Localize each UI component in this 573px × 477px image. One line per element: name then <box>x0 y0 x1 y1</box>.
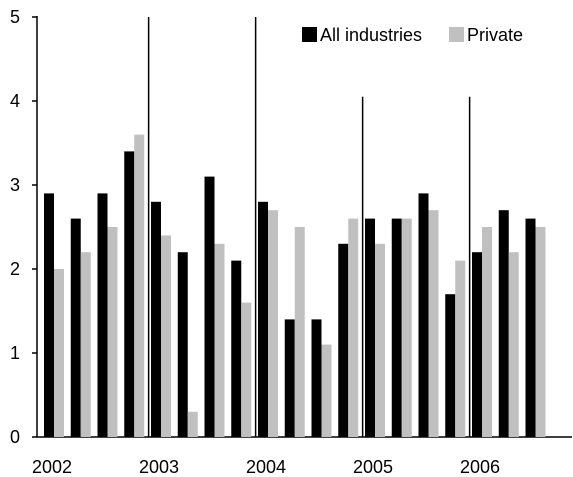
bar-private <box>161 235 171 437</box>
y-ticks: 0 1 2 3 4 5 <box>10 7 37 447</box>
bar-private <box>535 227 546 437</box>
bar-all-industries <box>231 260 242 437</box>
bar-all-industries <box>284 319 295 437</box>
bar-all-industries <box>204 176 215 437</box>
legend: All industries Private <box>302 25 523 45</box>
bar-private <box>241 302 252 437</box>
bar-all-industries <box>418 193 429 437</box>
bars <box>44 134 546 437</box>
legend-label-all-industries: All industries <box>320 25 422 45</box>
x-year-label: 2005 <box>353 457 393 477</box>
y-tick-label: 2 <box>10 259 20 279</box>
bar-private <box>107 227 118 437</box>
bar-private <box>80 252 91 437</box>
legend-label-private: Private <box>467 25 523 45</box>
bar-private <box>428 210 439 437</box>
bar-private <box>268 210 278 437</box>
bar-all-industries <box>498 210 509 437</box>
bar-all-industries <box>311 319 322 437</box>
x-year-label: 2006 <box>460 457 500 477</box>
x-year-label: 2004 <box>246 457 286 477</box>
bar-all-industries <box>445 294 456 437</box>
x-year-label: 2002 <box>32 457 72 477</box>
legend-swatch-private <box>449 27 464 42</box>
legend-swatch-all-industries <box>302 27 317 42</box>
y-tick-label: 4 <box>10 91 20 111</box>
bar-private <box>375 243 385 437</box>
bar-private <box>134 134 145 437</box>
y-tick-label: 1 <box>10 343 20 363</box>
bar-all-industries <box>97 193 108 437</box>
bar-all-industries <box>70 218 81 437</box>
bar-all-industries <box>365 218 375 437</box>
bar-private <box>482 227 492 437</box>
bar-private <box>455 260 466 437</box>
y-tick-label: 0 <box>10 427 20 447</box>
bar-private <box>348 218 359 437</box>
x-year-label: 2003 <box>139 457 179 477</box>
bar-all-industries <box>124 151 135 437</box>
bar-all-industries <box>525 218 536 437</box>
bar-all-industries <box>151 201 161 437</box>
bar-private <box>321 344 332 437</box>
year-dividers <box>147 17 471 437</box>
y-tick-label: 5 <box>10 7 20 27</box>
bar-all-industries <box>391 218 402 437</box>
bar-private <box>54 269 64 437</box>
bar-private <box>294 227 305 437</box>
y-tick-label: 3 <box>10 175 20 195</box>
bar-private <box>508 252 519 437</box>
year-labels: 2002 2003 2004 2005 2006 <box>32 457 500 477</box>
bar-private <box>187 411 198 437</box>
bar-all-industries <box>338 243 349 437</box>
bar-all-industries <box>258 201 268 437</box>
bar-all-industries <box>44 193 54 437</box>
bar-private <box>401 218 412 437</box>
bar-all-industries <box>472 252 482 437</box>
bar-all-industries <box>177 252 188 437</box>
bar-private <box>214 243 225 437</box>
